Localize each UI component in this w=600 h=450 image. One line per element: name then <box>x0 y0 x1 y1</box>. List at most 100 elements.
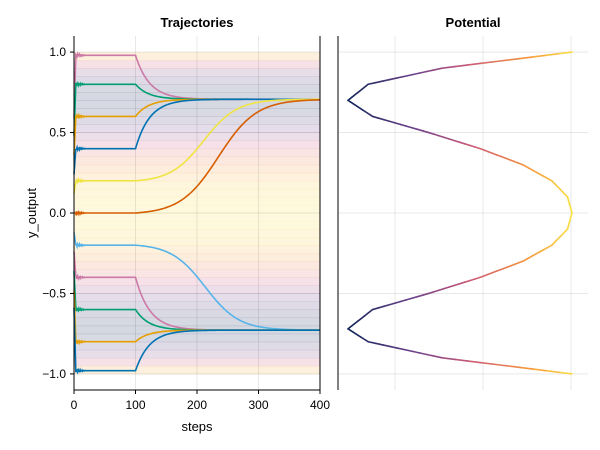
potential-curve-segment <box>433 67 443 71</box>
potential-curve-segment <box>532 54 547 58</box>
potential-curve-segment <box>404 348 414 353</box>
potential-band <box>74 140 320 150</box>
potential-curve-segment <box>422 130 430 134</box>
trajectory-lines <box>73 51 321 375</box>
potential-band <box>74 269 320 278</box>
potential-band <box>74 317 320 327</box>
trajectories-panel: 0 100 200 300 400 −1.0 −0.5 0.0 0.5 1.0 Trajector… <box>24 15 330 434</box>
potential-curve-segment <box>467 62 482 66</box>
potential-curve-segment <box>374 342 384 346</box>
potential-curve-segment <box>474 146 481 150</box>
potential-band <box>74 213 320 222</box>
potential-curve-segment <box>448 284 456 288</box>
potential-curve-segment <box>438 134 445 139</box>
potential-band <box>74 221 320 230</box>
potential-curve-segment <box>458 141 466 145</box>
potential-curve-segment <box>467 360 482 364</box>
potential-curve-segment <box>432 289 440 293</box>
potential-curve-segment <box>389 77 399 81</box>
potential-band <box>74 180 320 190</box>
potential-curve-segment <box>377 305 385 309</box>
potential-curve-segment <box>367 81 377 86</box>
potential-band <box>74 108 320 117</box>
potential-curve-segment <box>411 350 421 354</box>
y-tick-label: 0.5 <box>49 126 66 140</box>
x-tick-label: 200 <box>187 398 207 412</box>
potential-curve <box>347 51 573 375</box>
y-tick-label: 0.0 <box>49 206 66 220</box>
potential-curve-segment <box>453 139 461 143</box>
potential-band <box>74 357 320 367</box>
potential-curve-segment <box>399 299 408 303</box>
potential-band <box>74 92 320 101</box>
potential-curve-segment <box>506 365 521 369</box>
potential-curve-segment <box>438 287 445 292</box>
potential-curve-segment <box>454 64 469 68</box>
potential-band <box>74 188 320 198</box>
potential-curve-segment <box>454 358 469 362</box>
potential-curve-segment <box>388 120 396 124</box>
potential-curve-segment <box>382 78 392 82</box>
trajectories-title: Trajectories <box>161 15 234 30</box>
potential-curve-segment <box>371 307 380 311</box>
potential-curve-segment <box>480 60 495 65</box>
potential-band <box>74 148 320 158</box>
potential-grid <box>338 36 588 390</box>
potential-curve-segment <box>388 302 396 306</box>
potential-curve-segment <box>427 291 435 295</box>
potential-curve-segment <box>396 347 406 351</box>
potential-curve-segment <box>453 282 461 287</box>
potential-curve-segment <box>374 80 384 84</box>
potential-band <box>74 196 320 206</box>
potential-curve-segment <box>448 138 456 142</box>
potential-panel: Potential <box>337 15 588 390</box>
potential-band <box>74 84 320 93</box>
potential-band <box>74 124 320 134</box>
potential-band <box>74 349 320 359</box>
potential-band <box>74 309 320 319</box>
potential-curve-segment <box>506 57 521 61</box>
potential-curve-segment <box>558 51 573 55</box>
potential-curve-segment <box>519 366 534 370</box>
potential-band <box>74 301 320 311</box>
trajectories-tick-labels: 0 100 200 300 400 −1.0 −0.5 0.0 0.5 1.0 <box>42 45 330 412</box>
potential-title: Potential <box>446 15 501 30</box>
x-tick-label: 300 <box>248 398 268 412</box>
potential-curve-segment <box>382 344 392 348</box>
potential-band <box>74 277 320 286</box>
potential-curve-segment <box>493 363 508 367</box>
potential-band <box>74 164 320 174</box>
potential-band <box>74 285 320 294</box>
potential-curve-segment <box>463 279 471 283</box>
potential-curve-segment <box>441 65 456 69</box>
x-tick-label: 400 <box>310 398 330 412</box>
potential-curve-segment <box>405 297 413 301</box>
potential-curve-segment <box>532 368 547 372</box>
potential-curve-segment <box>474 276 481 280</box>
potential-curve-segment <box>416 128 424 132</box>
potential-band <box>74 156 320 166</box>
potential-curve-segment <box>404 73 414 78</box>
potential-curve-segment <box>411 295 419 300</box>
potential-curve-segment <box>389 345 399 349</box>
potential-band <box>74 341 320 351</box>
potential-curve-segment <box>419 70 429 74</box>
potential-bands <box>74 52 320 375</box>
potential-curve-segment <box>416 294 424 298</box>
x-tick-label: 0 <box>71 398 78 412</box>
y-axis-label: y_output <box>24 188 39 238</box>
potential-curve-segment <box>480 361 495 366</box>
y-tick-label: 1.0 <box>49 45 66 59</box>
trajectory-line <box>73 98 321 194</box>
potential-curve-segment <box>367 340 377 345</box>
potential-curve-segment <box>383 118 391 123</box>
potential-curve-segment <box>441 357 456 361</box>
potential-band <box>74 132 320 142</box>
potential-band <box>74 76 320 85</box>
potential-curve-segment <box>469 144 476 148</box>
potential-curve-segment <box>433 355 443 359</box>
trajectory-line <box>73 232 320 331</box>
trajectory-line <box>74 98 321 217</box>
potential-curve-segment <box>427 131 435 135</box>
potential-curve-segment <box>394 300 402 304</box>
